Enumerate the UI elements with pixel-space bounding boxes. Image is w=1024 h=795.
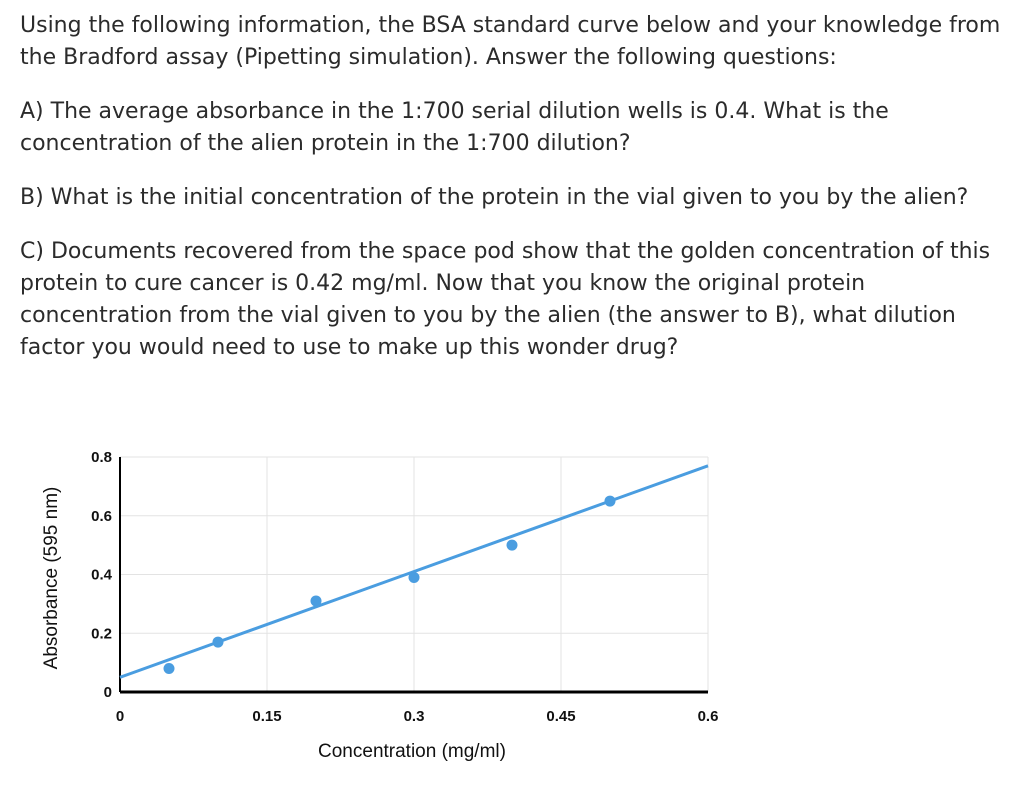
data-point	[604, 495, 616, 507]
question-c: C) Documents recovered from the space po…	[20, 239, 991, 360]
x-tick-label: 0.45	[546, 708, 575, 725]
data-point	[310, 595, 322, 607]
tick-labels: 0 0.2 0.4 0.6 0.8 0 0.15 0.3 0.45 0.6	[91, 449, 718, 725]
data-point	[212, 636, 224, 648]
chart-svg: 0 0.2 0.4 0.6 0.8 0 0.15 0.3 0.45 0.6 Concentrati…	[41, 449, 718, 762]
y-tick-label: 0.2	[91, 625, 112, 642]
question-text: Using the following information, the BSA…	[20, 10, 1015, 386]
data-point	[408, 571, 420, 583]
x-tick-label: 0.3	[404, 708, 425, 725]
y-tick-label: 0.6	[91, 508, 112, 525]
x-tick-label: 0	[116, 708, 124, 725]
question-a: A) The average absorbance in the 1:700 s…	[20, 99, 889, 156]
y-tick-label: 0	[104, 684, 112, 701]
data-points	[163, 495, 616, 674]
data-point	[163, 663, 175, 674]
x-axis-label: Concentration (mg/ml)	[318, 741, 506, 762]
data-point	[506, 539, 518, 551]
question-b: B) What is the initial concentration of …	[20, 185, 969, 210]
y-axis-label: Absorbance (595 nm)	[41, 487, 62, 670]
axes	[119, 457, 708, 694]
x-tick-label: 0.15	[252, 708, 281, 725]
y-tick-label: 0.8	[91, 449, 112, 466]
bsa-standard-curve-chart: 0 0.2 0.4 0.6 0.8 0 0.15 0.3 0.45 0.6 Concentrati…	[0, 440, 1024, 791]
y-tick-label: 0.4	[91, 567, 113, 584]
x-tick-label: 0.6	[698, 708, 719, 725]
intro-paragraph: Using the following information, the BSA…	[20, 13, 1001, 70]
